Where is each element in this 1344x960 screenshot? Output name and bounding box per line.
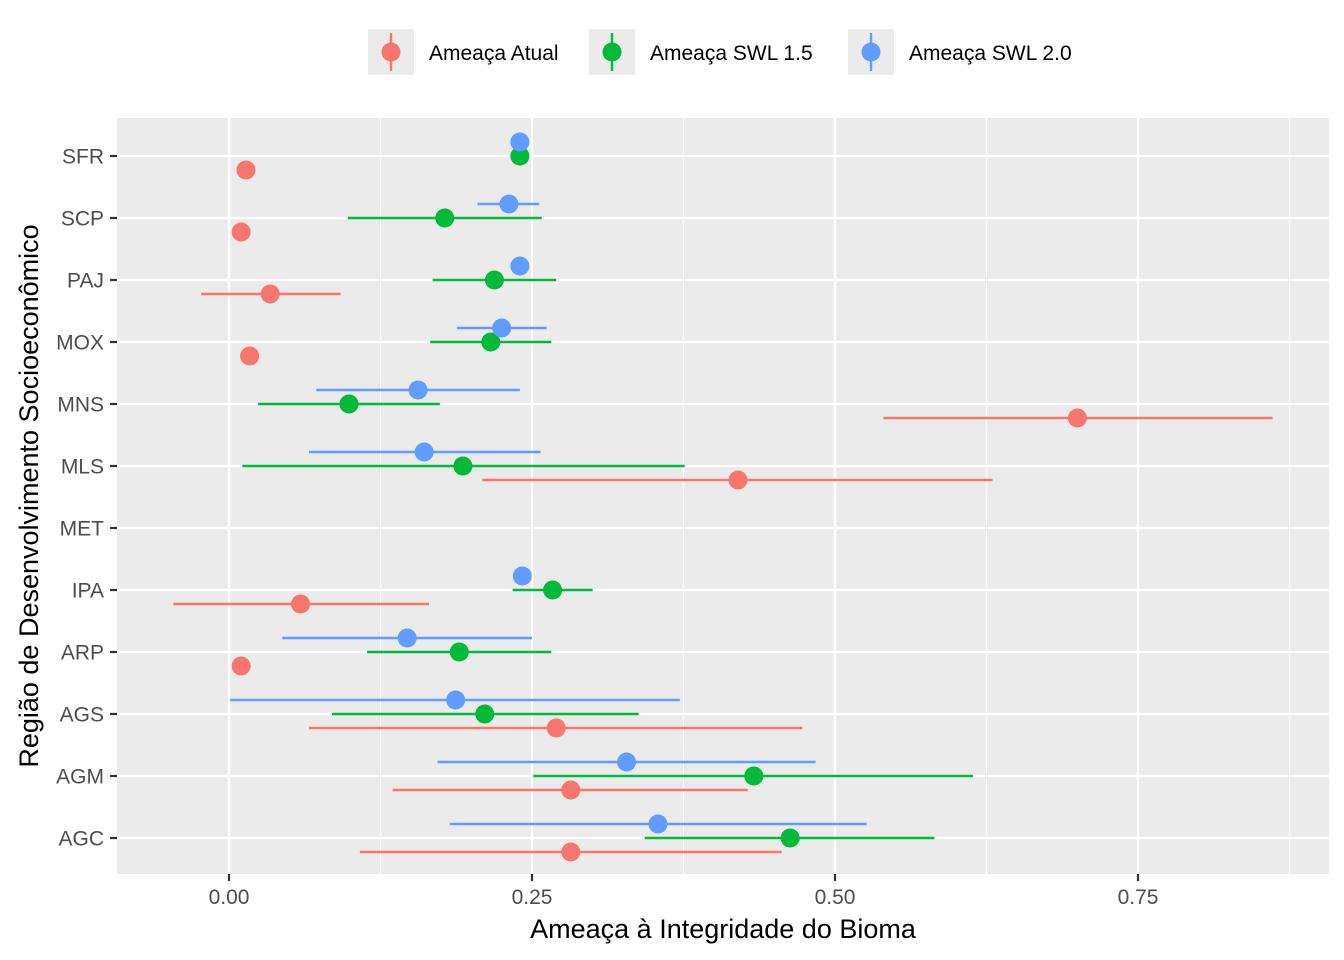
y-tick-label: SCP bbox=[61, 208, 104, 231]
data-point bbox=[543, 580, 563, 600]
x-axis: 0.00 0.25 0.50 0.75 bbox=[209, 874, 1159, 909]
series-1 bbox=[242, 146, 974, 848]
y-tick-label: AGS bbox=[60, 704, 104, 727]
series-2 bbox=[230, 132, 867, 834]
y-tick-label: MNS bbox=[57, 394, 104, 417]
data-point bbox=[512, 566, 532, 586]
data-point bbox=[231, 656, 251, 676]
legend-key-dot bbox=[861, 42, 881, 62]
plot-panel bbox=[117, 118, 1329, 874]
data-point bbox=[240, 346, 260, 366]
data-point bbox=[510, 146, 530, 166]
data-point bbox=[291, 594, 311, 614]
x-tick-label: 0.75 bbox=[1118, 886, 1159, 909]
data-point bbox=[617, 752, 637, 772]
data-point bbox=[561, 780, 581, 800]
data-point bbox=[510, 256, 530, 276]
data-point bbox=[260, 284, 280, 304]
data-point bbox=[435, 208, 455, 228]
y-tick-label: SFR bbox=[62, 146, 104, 169]
y-tick-label: PAJ bbox=[67, 270, 104, 293]
x-tick-label: 0.25 bbox=[512, 886, 553, 909]
data-point bbox=[475, 704, 495, 724]
data-point bbox=[446, 690, 466, 710]
data-point bbox=[780, 828, 800, 848]
x-tick-label: 0.00 bbox=[209, 886, 250, 909]
y-tick-label: ARP bbox=[61, 642, 104, 665]
data-point bbox=[408, 380, 428, 400]
data-point bbox=[561, 842, 581, 862]
data-point bbox=[744, 766, 764, 786]
y-tick-label: AGM bbox=[56, 766, 104, 789]
data-point bbox=[481, 332, 501, 352]
legend-key-dot bbox=[381, 42, 401, 62]
data-marks bbox=[173, 132, 1273, 862]
data-point bbox=[510, 132, 530, 152]
data-point bbox=[453, 456, 473, 476]
y-tick-label: MLS bbox=[61, 456, 104, 479]
legend-key-dot bbox=[602, 42, 622, 62]
data-point bbox=[339, 394, 359, 414]
legend-label: Ameaça SWL 2.0 bbox=[909, 42, 1072, 65]
y-tick-label: IPA bbox=[72, 580, 104, 603]
data-point bbox=[484, 270, 504, 290]
data-point bbox=[499, 194, 519, 214]
data-point bbox=[728, 470, 748, 490]
legend-item: Ameaça SWL 1.5 bbox=[589, 29, 813, 75]
data-point bbox=[492, 318, 512, 338]
data-point bbox=[546, 718, 566, 738]
legend-label: Ameaça Atual bbox=[429, 42, 559, 65]
y-axis-title: Região de Desenvolvimento Socioeconômico bbox=[14, 224, 44, 767]
legend-item: Ameaça Atual bbox=[368, 29, 559, 75]
x-tick-label: 0.50 bbox=[815, 886, 856, 909]
y-tick-label: AGC bbox=[58, 828, 104, 851]
legend-item: Ameaça SWL 2.0 bbox=[848, 29, 1072, 75]
data-point bbox=[414, 442, 434, 462]
legend: Ameaça Atual Ameaça SWL 1.5 Ameaça SWL 2.0 bbox=[368, 29, 1072, 75]
data-point bbox=[648, 814, 668, 834]
data-point bbox=[231, 222, 251, 242]
data-point bbox=[449, 642, 469, 662]
y-axis: SFR SCP PAJ MOX MNS MLS MET IPA ARP AGS AGM AGC bbox=[56, 146, 117, 851]
y-tick-label: MOX bbox=[56, 332, 104, 355]
y-tick-label: MET bbox=[60, 518, 105, 541]
data-point bbox=[236, 160, 256, 180]
series-0 bbox=[173, 160, 1273, 862]
data-point bbox=[397, 628, 417, 648]
legend-label: Ameaça SWL 1.5 bbox=[650, 42, 813, 65]
x-axis-title: Ameaça à Integridade do Bioma bbox=[530, 914, 917, 944]
data-point bbox=[1067, 408, 1087, 428]
